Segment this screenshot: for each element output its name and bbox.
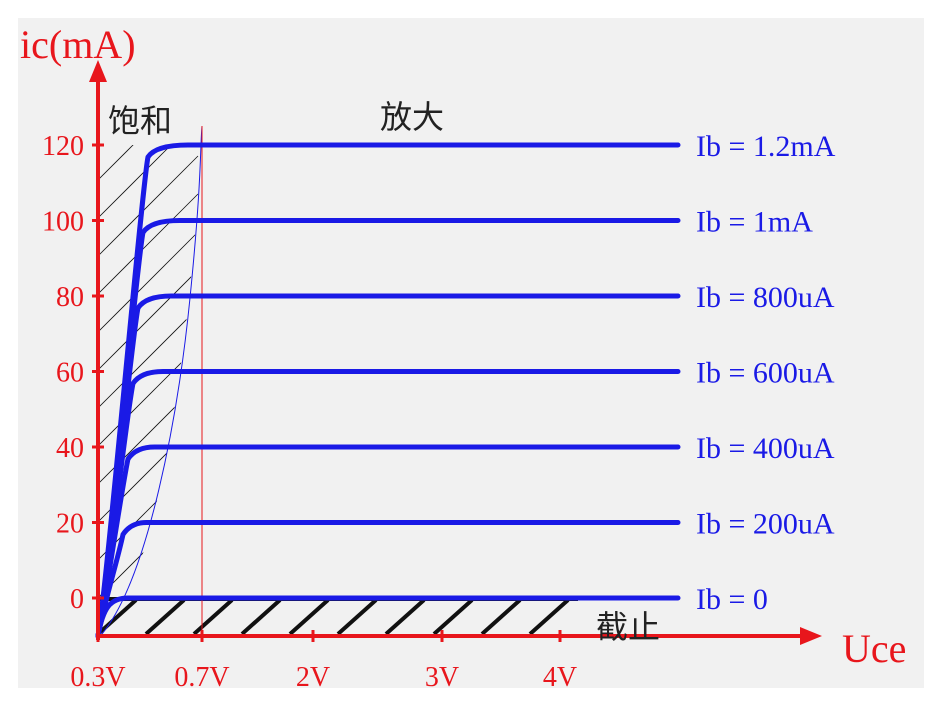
series-label: Ib = 0 [696,583,768,616]
chart-figure: Ib = 1.2mA Ib = 1mA Ib = 800uA Ib = 600uA Ib… [18,18,924,693]
saturation-hatch-line [98,269,199,371]
x-tick-label: 4V [543,662,577,688]
series-label: Ib = 200uA [696,508,835,541]
y-axis-arrow [89,60,107,82]
series-label: Ib = 1.2mA [696,130,836,163]
region-saturation-label: 饱和 [108,102,172,140]
ib-curve [95,293,681,639]
cutoff-hatch-line [528,598,570,636]
y-tick-label: 60 [56,358,84,389]
region-cutoff-label: 截止 [596,608,660,646]
saturation-hatch-line [98,307,199,409]
saturation-hatch-line [98,145,199,181]
cutoff-hatch-line [240,598,282,636]
axes: 0 20 40 60 80 100 120 0.3V 0.7V 2V 3V 4V [42,60,822,693]
series-label: Ib = 600uA [696,357,835,390]
saturation-boundary-curve [101,125,203,635]
x-axis-label: Uce [842,626,906,671]
y-tick-label: 40 [56,433,84,464]
cutoff-hatch-line [288,598,330,636]
region-amplification-label: 放大 [380,98,444,136]
x-axis-arrow [800,627,822,645]
ib-curve [95,444,681,639]
cutoff-hatch-line [336,598,378,636]
x-tick-label: 0.7V [174,662,229,688]
series-label: Ib = 400uA [696,432,835,465]
labels: ic(mA) Uce 饱和 放大 截止 [20,22,906,671]
cutoff-hatch-line [192,598,234,636]
cutoff-hatch-line [480,598,522,636]
transistor-output-characteristics-chart: Ib = 1.2mA Ib = 1mA Ib = 800uA Ib = 600uA Ib… [20,22,906,693]
cutoff-hatch-line [384,598,426,636]
x-tick-label: 0.3V [70,662,125,688]
saturation-hatch-line [98,231,199,333]
ib-curve [95,520,681,639]
y-tick-label: 80 [56,282,84,313]
y-tick-label: 0 [70,584,84,615]
cutoff-hatch-line [144,598,186,636]
cutoff-hatch-line [432,598,474,636]
curves: Ib = 1.2mA Ib = 1mA Ib = 800uA Ib = 600uA Ib… [95,130,836,639]
y-tick-label: 20 [56,509,84,540]
y-axis-label: ic(mA) [20,22,136,67]
saturation-hatch-line [98,383,199,485]
series-label: Ib = 1mA [696,206,813,239]
y-tick-label: 100 [42,207,84,238]
cutoff-hatch [96,597,578,636]
x-tick-label: 3V [425,662,459,688]
saturation-hatch-line [98,193,199,295]
saturation-boundary [101,125,203,636]
saturation-hatch-line [98,155,199,257]
y-tick-label: 120 [42,131,84,162]
cutoff-hatch-line [96,598,138,636]
series-label: Ib = 800uA [696,281,835,314]
x-tick-label: 2V [296,662,330,688]
